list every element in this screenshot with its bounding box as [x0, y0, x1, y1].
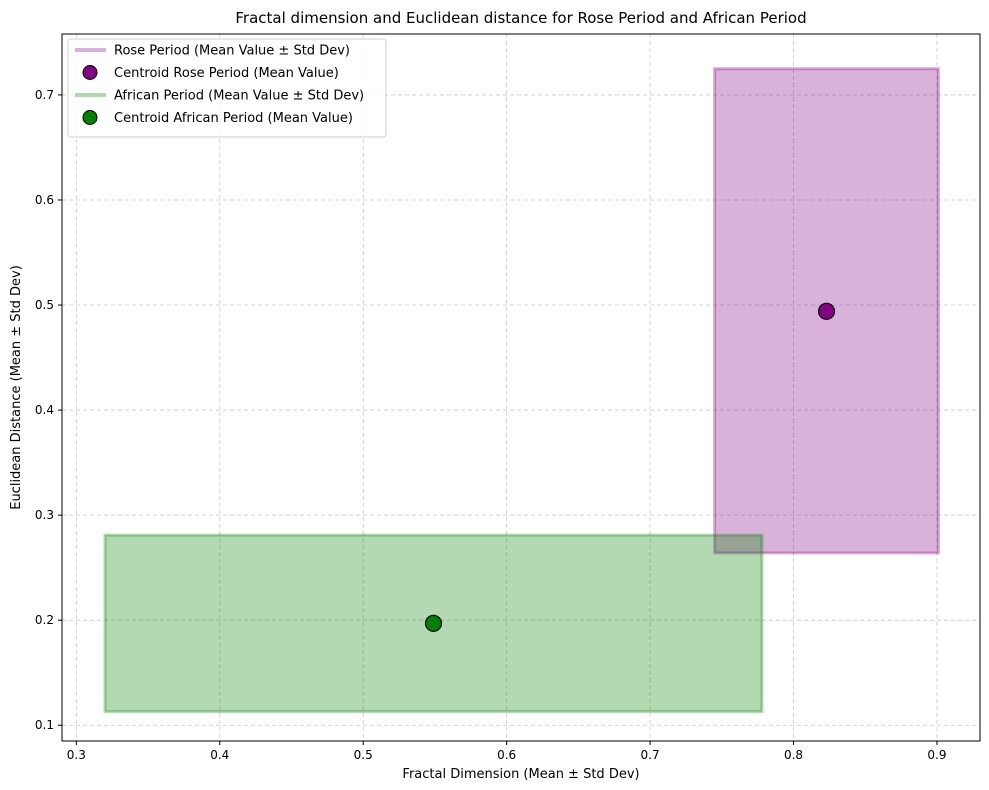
- y-tick-label: 0.3: [35, 508, 54, 522]
- legend-swatch-point: [82, 110, 98, 125]
- x-tick-label: 0.4: [210, 748, 229, 762]
- centroid-point-1: [817, 302, 836, 320]
- x-tick-label: 0.8: [784, 748, 803, 762]
- y-axis-label: Euclidean Distance (Mean ± Std Dev): [9, 265, 24, 510]
- x-tick-label: 0.9: [927, 748, 946, 762]
- y-tick-label: 0.6: [35, 193, 54, 207]
- y-tick-label: 0.1: [35, 718, 54, 732]
- legend-entry-label: Rose Period (Mean Value ± Std Dev): [114, 44, 350, 59]
- plot-frame: [61, 33, 981, 742]
- axes: 0.3 0.4 0.5 0.6 0.7 0.8 0.9 0.1 0.2 0.3 0.4 0.5 0.6 0…: [35, 33, 981, 762]
- chart-title: Fractal dimension and Euclidean distance…: [235, 9, 806, 27]
- x-tick-label: 0.6: [497, 748, 516, 762]
- legend-box: [67, 38, 387, 138]
- legend-entry-label: African Period (Mean Value ± Std Dev): [114, 89, 364, 104]
- legend-entry-label: Centroid African Period (Mean Value): [114, 111, 353, 126]
- plot-area: [103, 67, 940, 714]
- y-tick-label: 0.7: [35, 88, 54, 102]
- x-tick-label: 0.5: [354, 748, 373, 762]
- legend: Rose Period (Mean Value ± Std Dev) Centro…: [67, 38, 387, 138]
- grid: [62, 34, 980, 741]
- y-tick-label: 0.4: [35, 403, 54, 417]
- legend-entry-label: Centroid Rose Period (Mean Value): [114, 66, 339, 81]
- legend-swatch-point: [82, 65, 98, 80]
- y-tick-label: 0.2: [35, 613, 54, 627]
- x-tick-label: 0.7: [641, 748, 660, 762]
- x-tick-label: 0.3: [67, 748, 86, 762]
- x-axis-label: Fractal Dimension (Mean ± Std Dev): [402, 767, 639, 782]
- y-tick-label: 0.5: [35, 298, 54, 312]
- centroid-point-3: [424, 614, 443, 632]
